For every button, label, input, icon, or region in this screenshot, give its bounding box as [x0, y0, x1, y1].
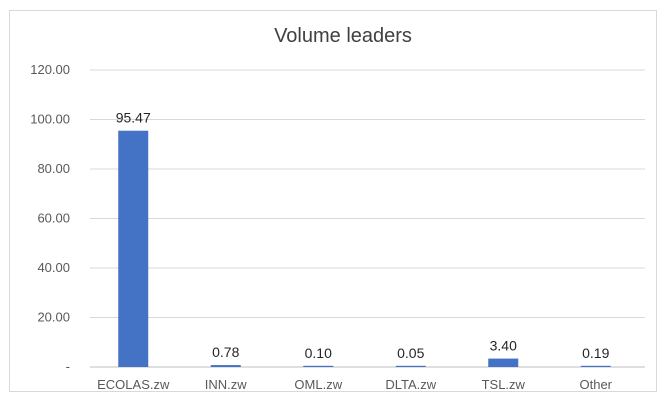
y-tick-label: 100.00 [30, 112, 70, 127]
category-label: Other [579, 377, 612, 392]
category-label: OML.zw [294, 377, 342, 392]
category-label: TSL.zw [482, 377, 526, 392]
data-labels: 95.47 0.78 0.10 0.05 3.40 0.19 [116, 110, 610, 361]
y-axis-tick-labels: - 20.00 40.00 60.00 80.00 100.00 120.00 [30, 62, 70, 374]
bar [210, 365, 241, 367]
gridlines [90, 69, 645, 368]
data-label: 0.10 [305, 345, 332, 361]
data-label: 0.19 [582, 345, 609, 361]
data-label: 95.47 [116, 110, 151, 126]
y-tick-label: 60.00 [37, 211, 70, 226]
category-label: INN.zw [205, 377, 248, 392]
data-label: 0.05 [397, 345, 424, 361]
y-tick-label: 80.00 [37, 161, 70, 176]
y-tick-label: - [66, 359, 70, 374]
y-tick-label: 20.00 [37, 310, 70, 325]
bar [395, 365, 426, 367]
category-label: DLTA.zw [385, 377, 436, 392]
data-label: 3.40 [490, 338, 517, 354]
bars [118, 130, 611, 367]
category-label: ECOLAS.zw [97, 377, 170, 392]
chart-title: Volume leaders [274, 25, 412, 47]
chart-frame [9, 10, 657, 392]
bar [580, 365, 611, 367]
data-label: 0.78 [212, 344, 239, 360]
bar [488, 358, 519, 367]
bar [303, 365, 334, 367]
bar [118, 130, 149, 367]
y-tick-label: 40.00 [37, 260, 70, 275]
x-axis-category-labels: ECOLAS.zw INN.zw OML.zw DLTA.zw TSL.zw Other [97, 377, 613, 392]
y-tick-label: 120.00 [30, 62, 70, 77]
